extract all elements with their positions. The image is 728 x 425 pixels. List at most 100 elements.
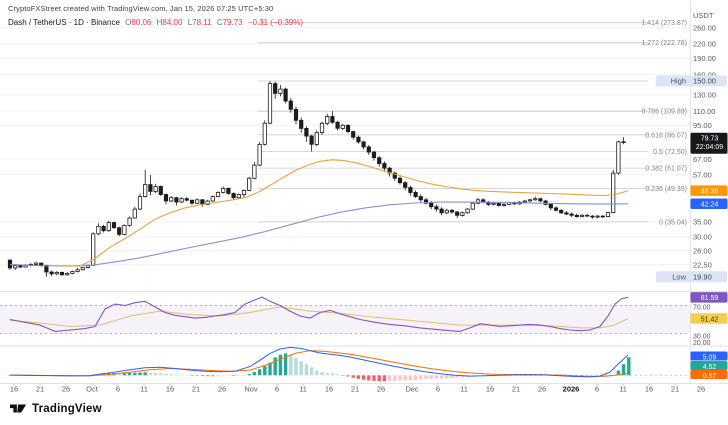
candle-body [366,146,371,153]
macd-histogram-bar [372,375,376,381]
macd-histogram-bar [382,375,387,382]
rsi-value-badge[interactable] [690,292,728,303]
rsi-pane[interactable] [0,296,690,334]
candle-body [273,83,278,94]
last-price-badge[interactable] [690,132,728,154]
candle-body [361,141,366,148]
time-tick-label: 26 [538,385,546,394]
macd-histogram-bar [237,375,241,376]
candle-body [169,197,174,202]
macd-signal-badge[interactable] [690,370,728,379]
attribution-line: CryptoFXStreet created with TradingView.… [8,4,274,13]
macd-histogram-bar [361,375,366,380]
macd-histogram-bar [419,375,423,380]
candle-body [345,124,351,133]
time-tick-label: 16 [166,385,174,394]
low-tag-word: Low [672,272,686,281]
rsi-ma-badge[interactable] [690,313,728,324]
macd-histogram-bar [356,375,361,379]
ma-orange-badge[interactable] [690,185,728,196]
candle-body [59,271,65,276]
macd-histogram-bar [247,374,251,376]
price-tick-label: 220.00 [693,40,716,49]
candle-body [397,177,403,184]
candle-body [252,164,257,179]
macd-histogram-bar [335,374,340,376]
ma-blue-badge[interactable] [690,198,728,210]
candle-body [179,198,184,203]
ma-blue-badge-text: 42.24 [701,202,719,209]
macd-histogram-bar [195,375,199,376]
price-tick-label: 110.00 [693,107,715,116]
candle-body [106,222,111,232]
candle-body [241,189,247,195]
macd-histogram-bar [205,375,210,377]
macd-signal-badge-text: 0.57 [703,373,717,380]
candle-body [54,271,59,275]
candle-body [449,209,455,213]
rsi-tick-label: 20.00 [693,340,711,347]
time-tick-label: Oct [86,385,99,394]
time-axis[interactable]: 16 21 26 Oct 6 11 16 21 26 Nov 6 11 16 21 26 Dec 6 11 16 21… [10,383,705,394]
candle-body [283,88,288,102]
candle-body [122,224,127,235]
candle-body [49,271,54,275]
candle-body [18,265,23,268]
candle-body [236,194,241,199]
time-tick-label: 21 [36,385,44,394]
tradingview-logo-text: TradingView [32,402,102,415]
high-value: 84.00 [162,18,183,27]
macd-histogram-bar [341,375,345,376]
candle-body [491,202,496,205]
candle-body [314,132,319,145]
time-tick-label: 21 [512,385,520,394]
price-tick-label: 30.00 [693,233,712,242]
fib-retracement[interactable]: 1.414 (273.87)1.272 (222.78)1 (150.00)0.… [258,20,687,226]
candle-body [527,199,533,202]
candle-body [143,184,148,198]
candle-body [533,198,538,201]
macd-histogram-bar [289,355,293,376]
tradingview-logo-icon [10,404,27,413]
macd-value-badge[interactable] [690,351,728,361]
candle-body [278,88,283,94]
macd-hist-badge[interactable] [690,361,728,370]
price-axis[interactable]: USDT 260.00 220.00 190.00 160.00 130.00 110.00… [656,11,728,380]
macd-histogram-bar [460,375,465,378]
macd-histogram-bar [455,375,459,378]
price-tick-label: 160.00 [693,70,716,79]
candle-body [257,143,262,166]
fib-label: 0 (35.04) [659,219,687,226]
macd-histogram-bar [621,364,626,376]
ohlc-values: O80.06 H84.00 L78.11 C79.73 −0.31 (−0.39… [122,18,303,27]
tradingview-logo[interactable]: TradingView [10,401,102,416]
candle-body [75,269,80,272]
fib-label: 0.382 (61.07) [645,166,687,173]
fib-label: 1.414 (273.87) [641,20,687,27]
candlestick-series[interactable] [7,81,626,277]
price-tick-label: 190.00 [693,54,716,63]
candle-body [621,141,626,144]
fib-label: 1.272 (222.78) [641,40,687,47]
rsi-tick-label: 30.00 [693,334,711,341]
macd-histogram-bar [398,375,402,381]
macd-pane[interactable] [8,346,688,382]
open-label: O [125,18,132,27]
macd-histogram-bar [408,375,413,381]
macd-histogram-bar [117,373,121,376]
macd-histogram-bar [403,375,407,381]
price-tick-label: 26.00 [693,247,712,256]
macd-histogram-bar [585,375,589,377]
symbol-title[interactable]: Dash / TetherUS · 1D · Binance [8,18,120,27]
candle-body [501,203,507,206]
macd-histogram-bar [174,374,179,376]
candle-body [605,212,611,217]
candle-body [553,207,559,211]
candle-body [117,227,122,235]
price-tick-label: 35.00 [693,218,712,227]
candle-body [325,116,330,124]
price-axis-unit: USDT [693,11,714,20]
candle-body [200,199,205,205]
candle-body [564,212,569,215]
